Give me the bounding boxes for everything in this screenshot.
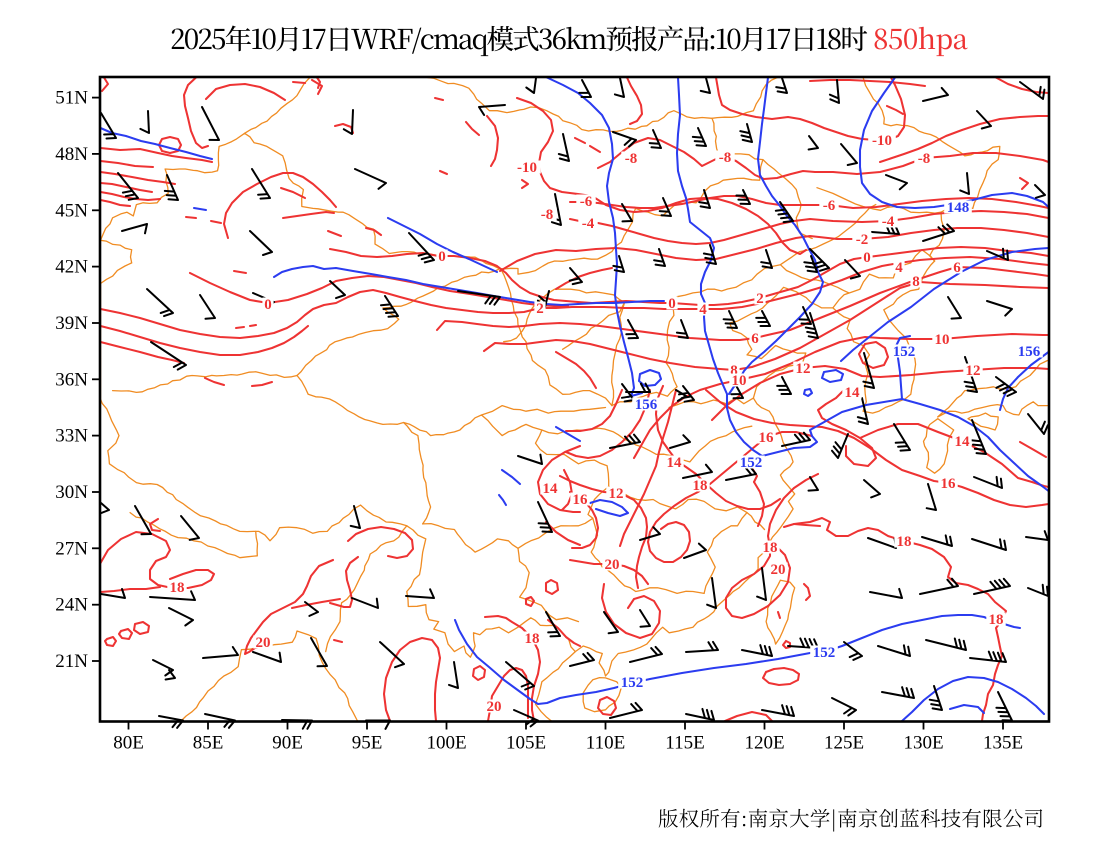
svg-text:16: 16 <box>573 492 589 508</box>
svg-text:18: 18 <box>763 540 778 556</box>
svg-text:-8: -8 <box>719 150 732 166</box>
svg-text:148: 148 <box>947 200 970 216</box>
svg-text:16: 16 <box>941 476 957 492</box>
svg-text:39N: 39N <box>55 313 88 334</box>
svg-text:20: 20 <box>487 699 502 715</box>
svg-text:14: 14 <box>543 481 559 497</box>
svg-text:42N: 42N <box>55 257 88 278</box>
svg-text:-6: -6 <box>580 194 593 210</box>
svg-text:10: 10 <box>732 373 747 389</box>
svg-text:-10: -10 <box>517 160 537 176</box>
svg-text:18: 18 <box>525 631 540 647</box>
svg-text:10: 10 <box>935 332 950 348</box>
svg-text:14: 14 <box>955 434 971 450</box>
svg-text:115E: 115E <box>665 733 704 754</box>
svg-text:-8: -8 <box>625 151 638 167</box>
svg-text:152: 152 <box>893 344 916 360</box>
svg-text:18: 18 <box>693 478 708 494</box>
svg-text:16: 16 <box>759 430 775 446</box>
svg-text:2: 2 <box>536 301 544 317</box>
svg-text:0: 0 <box>863 250 871 266</box>
svg-text:20: 20 <box>771 562 786 578</box>
svg-text:21N: 21N <box>55 651 88 672</box>
svg-text:-2: -2 <box>856 232 869 248</box>
svg-text:0: 0 <box>438 249 446 265</box>
svg-text:20: 20 <box>256 635 271 651</box>
svg-text:80E: 80E <box>113 733 144 754</box>
svg-text:156: 156 <box>635 397 658 413</box>
svg-text:18: 18 <box>897 534 912 550</box>
svg-text:36N: 36N <box>55 369 88 390</box>
svg-text:-8: -8 <box>541 207 554 223</box>
svg-text:12: 12 <box>796 361 811 377</box>
svg-text:6: 6 <box>953 260 961 276</box>
svg-text:27N: 27N <box>55 538 88 559</box>
svg-text:135E: 135E <box>983 733 1023 754</box>
svg-text:156: 156 <box>1018 344 1041 360</box>
svg-text:45N: 45N <box>55 200 88 221</box>
svg-text:-8: -8 <box>918 151 931 167</box>
svg-text:2: 2 <box>756 291 764 307</box>
svg-text:152: 152 <box>740 455 763 471</box>
svg-text:12: 12 <box>966 363 981 379</box>
svg-text:8: 8 <box>730 363 738 379</box>
svg-text:130E: 130E <box>903 733 943 754</box>
svg-text:125E: 125E <box>824 733 864 754</box>
svg-text:-10: -10 <box>872 133 892 149</box>
svg-text:4: 4 <box>699 302 707 318</box>
svg-text:0: 0 <box>668 296 676 312</box>
svg-text:4: 4 <box>895 260 903 276</box>
svg-text:-4: -4 <box>882 214 895 230</box>
svg-text:12: 12 <box>609 486 624 502</box>
svg-text:24N: 24N <box>55 595 88 616</box>
svg-text:14: 14 <box>845 385 861 401</box>
svg-text:90E: 90E <box>272 733 303 754</box>
svg-text:85E: 85E <box>193 733 224 754</box>
svg-text:110E: 110E <box>586 733 625 754</box>
svg-text:18: 18 <box>989 612 1004 628</box>
svg-text:100E: 100E <box>426 733 466 754</box>
svg-text:48N: 48N <box>55 144 88 165</box>
svg-text:30N: 30N <box>55 482 88 503</box>
svg-text:6: 6 <box>751 331 759 347</box>
svg-text:-4: -4 <box>582 216 595 232</box>
svg-text:95E: 95E <box>352 733 383 754</box>
svg-text:120E: 120E <box>744 733 784 754</box>
svg-text:152: 152 <box>813 645 836 661</box>
svg-text:33N: 33N <box>55 426 88 447</box>
svg-text:14: 14 <box>667 455 683 471</box>
svg-text:152: 152 <box>621 675 644 691</box>
svg-text:20: 20 <box>605 557 620 573</box>
svg-text:-6: -6 <box>823 198 836 214</box>
svg-text:51N: 51N <box>55 88 88 109</box>
svg-text:18: 18 <box>170 580 185 596</box>
svg-text:105E: 105E <box>506 733 546 754</box>
svg-text:0: 0 <box>264 297 272 313</box>
svg-text:8: 8 <box>912 274 920 290</box>
